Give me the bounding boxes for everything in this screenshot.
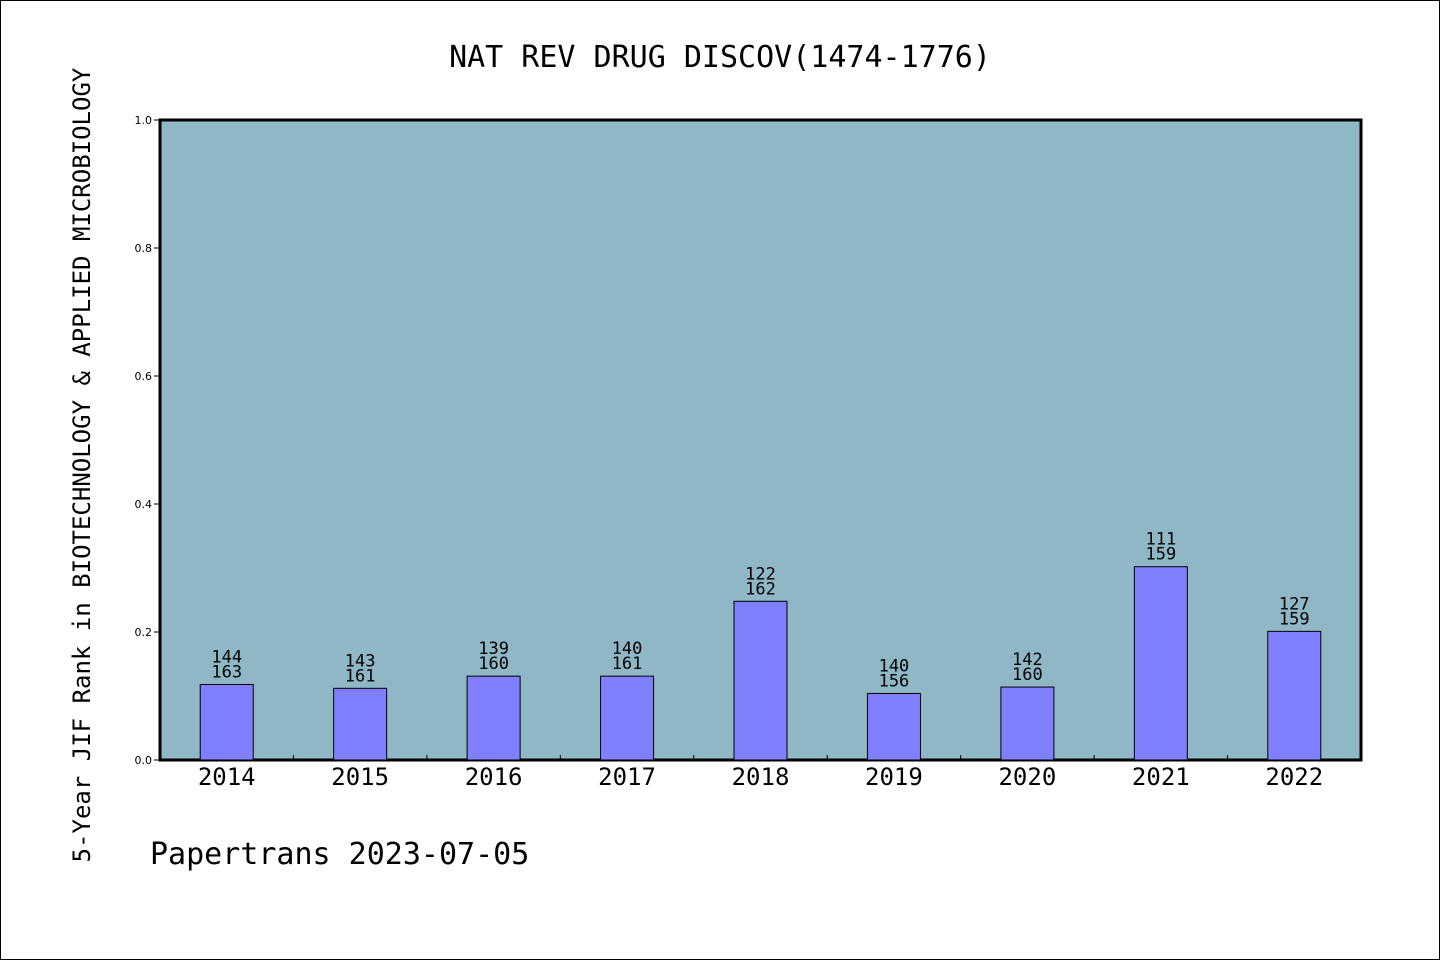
bar-total-label: 156 [879, 671, 910, 691]
bar-2017 [600, 675, 655, 761]
y-tick-label: 0.4 [135, 498, 153, 511]
bar-2020 [1000, 686, 1055, 761]
bar-rank-label: 140 [612, 639, 643, 659]
bar-rank-label: 143 [345, 651, 376, 671]
bar-total-label: 163 [211, 662, 242, 682]
x-tick-label: 2020 [998, 763, 1056, 791]
bar-2015 [333, 687, 388, 761]
x-tick-label: 2019 [865, 763, 923, 791]
bar-2016 [466, 675, 521, 761]
bar-rank-label: 139 [478, 639, 509, 659]
chart-title: NAT REV DRUG DISCOV(1474-1776) [449, 40, 991, 75]
y-tick-label: 1.0 [135, 114, 153, 127]
bar-total-label: 161 [345, 666, 376, 686]
y-tick-label: 0.6 [135, 370, 153, 383]
x-tick-label: 2014 [198, 763, 256, 791]
bars-group [199, 566, 1322, 761]
x-axis-labels: 2014 2015 2016 2017 2018 2019 2020 2021 2022 [198, 763, 1323, 791]
x-tick-label: 2018 [732, 763, 790, 791]
y-tick-label: 0.8 [135, 242, 153, 255]
bar-total-label: 160 [1012, 665, 1043, 685]
bar-2019 [866, 692, 921, 761]
y-axis-ticks: 0.0 0.2 0.4 0.6 0.8 1.0 [135, 114, 160, 767]
bar-2021 [1133, 566, 1188, 761]
bar-2018 [733, 600, 788, 761]
x-tick-label: 2016 [465, 763, 523, 791]
bar-2022 [1267, 630, 1322, 761]
bar-rank-label: 122 [745, 564, 776, 584]
y-tick-label: 0.2 [135, 626, 153, 639]
bar-total-label: 160 [478, 654, 509, 674]
bar-2014 [199, 683, 254, 761]
x-tick-label: 2022 [1265, 763, 1323, 791]
bar-data-labels: 1441631431611391601401611221621401561421… [211, 530, 1309, 692]
footer-credit: Papertrans 2023-07-05 [150, 837, 529, 872]
y-axis-label: 5-Year JIF Rank in BIOTECHNOLOGY & APPLI… [68, 67, 96, 862]
bar-rank-label: 144 [211, 647, 242, 667]
bar-rank-label: 142 [1012, 650, 1043, 670]
x-tick-label: 2015 [331, 763, 389, 791]
bar-rank-label: 111 [1145, 530, 1176, 550]
bar-total-label: 159 [1145, 545, 1176, 565]
bar-total-label: 161 [612, 654, 643, 674]
x-tick-label: 2021 [1132, 763, 1190, 791]
x-tick-label: 2017 [598, 763, 656, 791]
bar-rank-label: 127 [1279, 594, 1310, 614]
bar-rank-label: 140 [879, 656, 910, 676]
y-tick-label: 0.0 [135, 754, 153, 767]
bar-total-label: 159 [1279, 609, 1310, 629]
bar-total-label: 162 [745, 579, 776, 599]
x-axis-ticks [292, 755, 1229, 760]
